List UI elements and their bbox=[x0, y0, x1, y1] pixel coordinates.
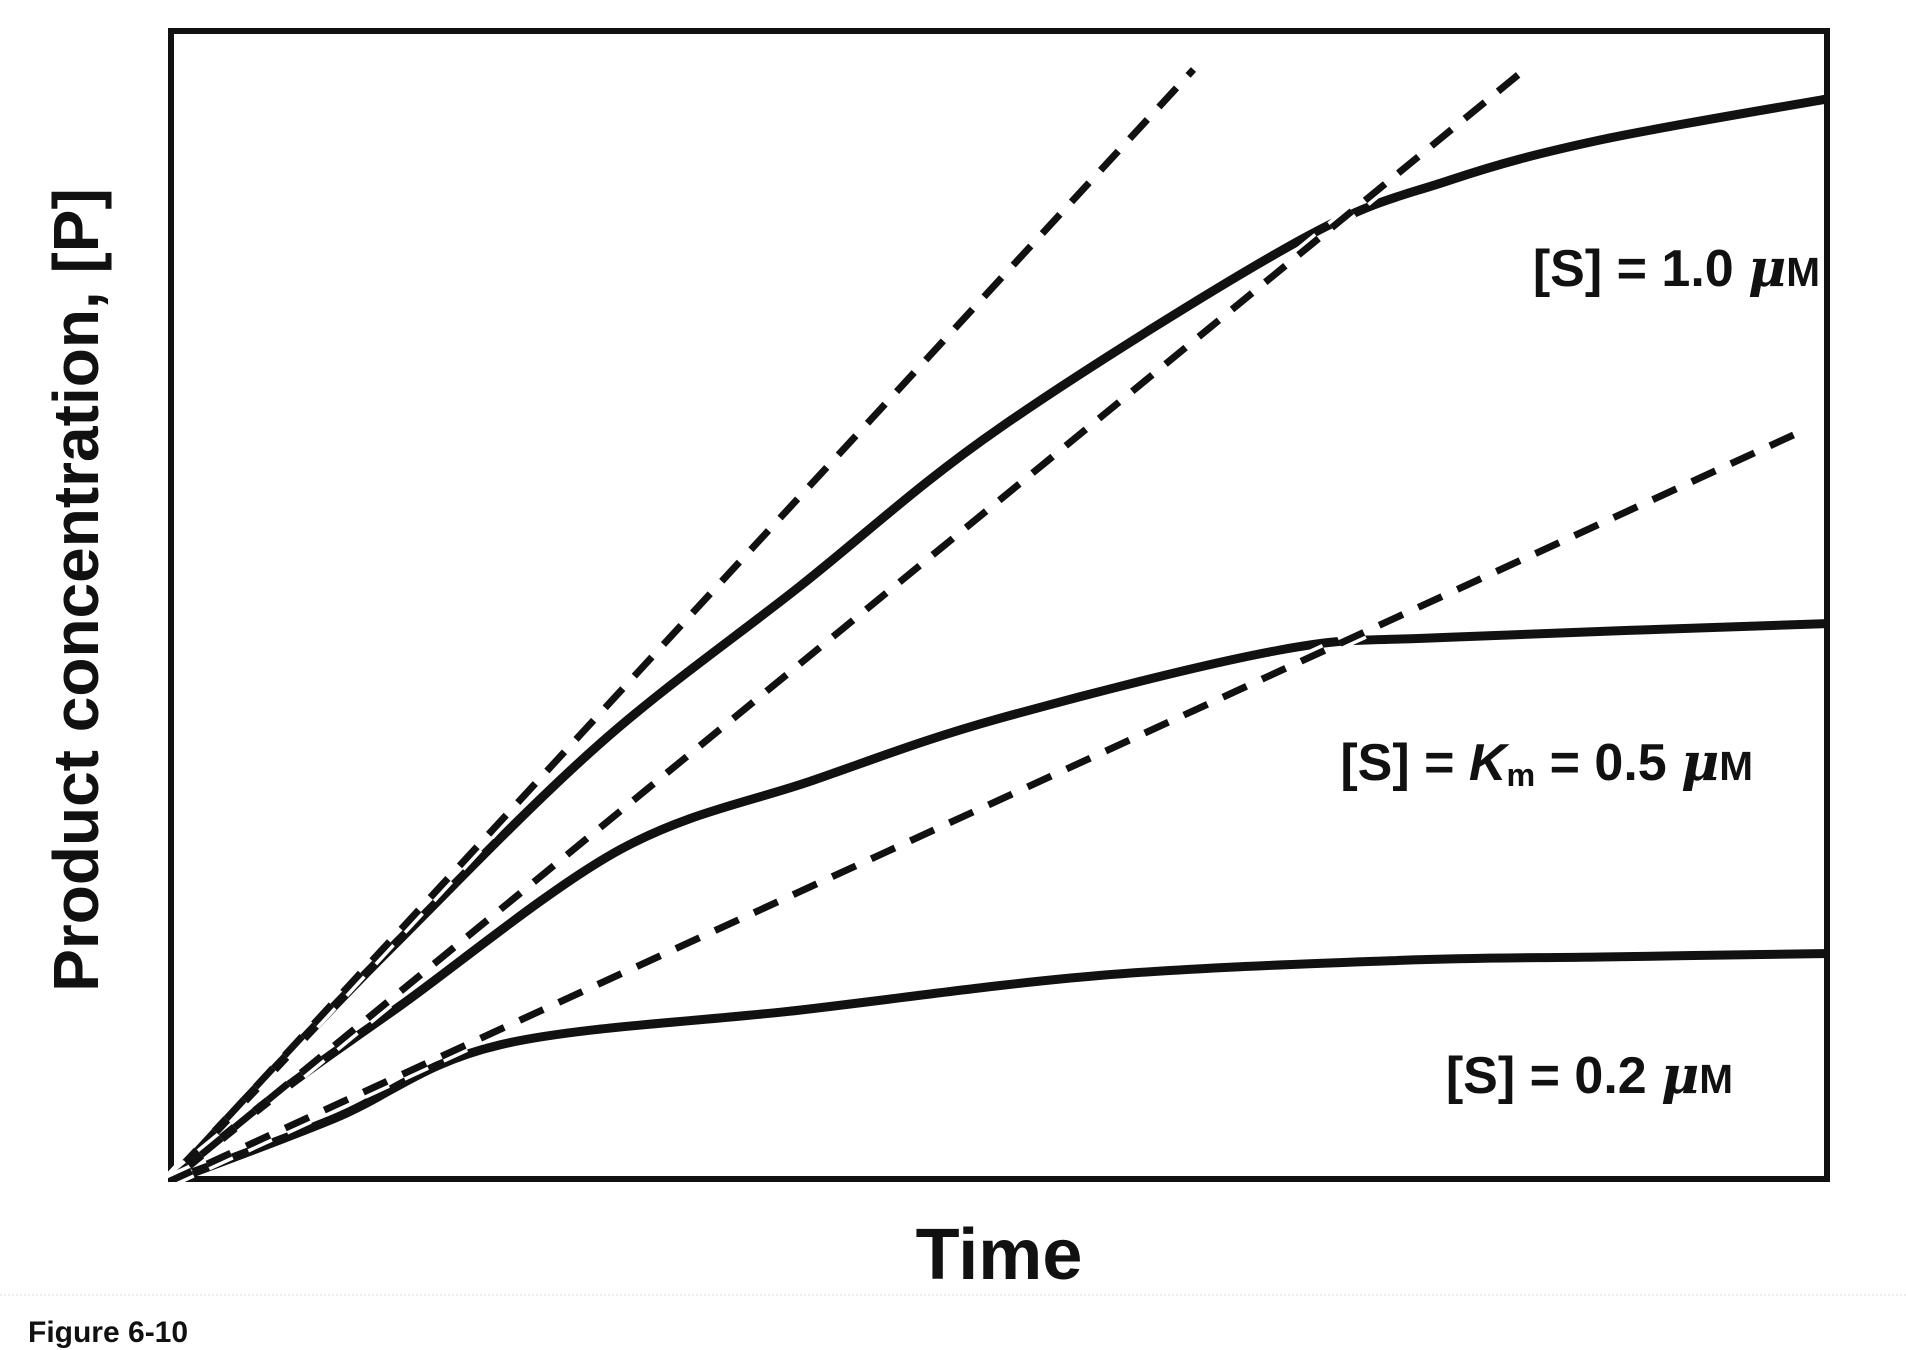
molar-symbol: M bbox=[1699, 1056, 1733, 1102]
progress-curve-s02 bbox=[168, 949, 1830, 1182]
curve-label-s02-text: [S] = 0.2 bbox=[1445, 1047, 1662, 1105]
mu-symbol: μ bbox=[1661, 1045, 1700, 1106]
tangent-line-s05 bbox=[168, 64, 1530, 1182]
molar-symbol: M bbox=[1786, 249, 1820, 295]
curve-label-s10-text: [S] = 1.0 bbox=[1532, 240, 1749, 298]
km-symbol: K bbox=[1468, 734, 1507, 792]
curve-label-s05: [S] = Km = 0.5 μM bbox=[1311, 672, 1753, 794]
km-subscript: m bbox=[1506, 756, 1536, 793]
figure-caption: Figure 6-10 bbox=[28, 1316, 189, 1349]
curve-label-s05-value: = 0.5 bbox=[1535, 734, 1682, 792]
curve-label-s02: [S] = 0.2 μM bbox=[1417, 985, 1733, 1106]
page-divider-artifact bbox=[0, 1294, 1906, 1296]
plot-area bbox=[168, 28, 1830, 1182]
curve-label-s10: [S] = 1.0 μM bbox=[1504, 178, 1820, 299]
curve-label-s05-text: [S] = bbox=[1340, 734, 1469, 792]
mu-symbol: μ bbox=[1681, 732, 1720, 793]
y-axis-label: Product concentration, [P] bbox=[40, 188, 112, 992]
tangent-line-s10 bbox=[168, 67, 1197, 1182]
molar-symbol: M bbox=[1719, 743, 1753, 789]
mu-symbol: μ bbox=[1748, 238, 1787, 299]
x-axis-label: Time bbox=[915, 1215, 1083, 1295]
